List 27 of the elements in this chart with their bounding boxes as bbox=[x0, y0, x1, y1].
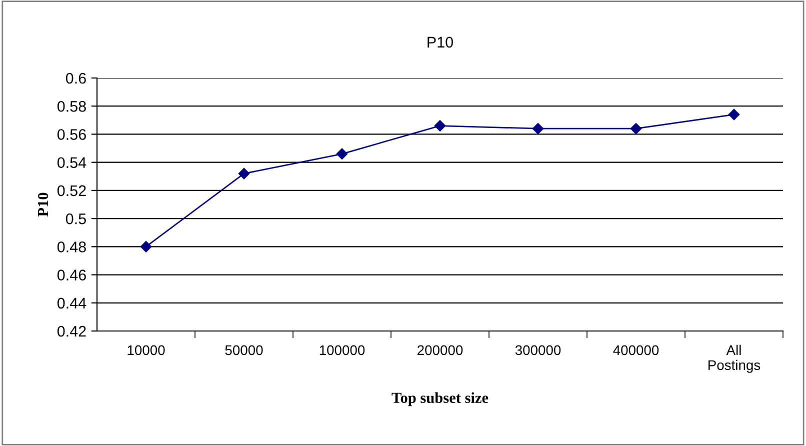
x-tick-label: 400000 bbox=[613, 345, 659, 356]
y-tick-label: 0.5 bbox=[66, 213, 86, 224]
y-tick-label: 0.54 bbox=[57, 157, 86, 168]
point bbox=[728, 108, 740, 120]
y-tick-label: 0.42 bbox=[57, 326, 86, 337]
y-tick-label: 0.58 bbox=[57, 100, 86, 112]
point bbox=[336, 148, 348, 160]
y-tick-label: 0.48 bbox=[57, 242, 86, 252]
y-tick-label: 0.6 bbox=[66, 72, 86, 84]
point bbox=[140, 241, 152, 252]
chart-title: P10 bbox=[428, 36, 453, 48]
x-tick-label: All Postings bbox=[708, 344, 760, 373]
point bbox=[630, 122, 642, 134]
x-tick-label: 300000 bbox=[515, 345, 561, 356]
y-tick-label: 0.52 bbox=[57, 185, 86, 196]
y-tick-label: 0.56 bbox=[57, 129, 86, 140]
y-tick-label: 0.46 bbox=[57, 270, 86, 280]
y-axis-title: P10 bbox=[38, 192, 48, 217]
x-tick-label: 10000 bbox=[128, 345, 165, 356]
point bbox=[434, 120, 446, 132]
y-tick-label: 0.44 bbox=[57, 298, 86, 309]
x-tick-label: 100000 bbox=[320, 345, 365, 356]
point bbox=[532, 122, 544, 134]
x-tick-label: 50000 bbox=[225, 345, 263, 356]
x-tick-label: 200000 bbox=[418, 345, 463, 356]
x-axis-title: Top subset size bbox=[392, 392, 488, 406]
point bbox=[238, 168, 250, 180]
